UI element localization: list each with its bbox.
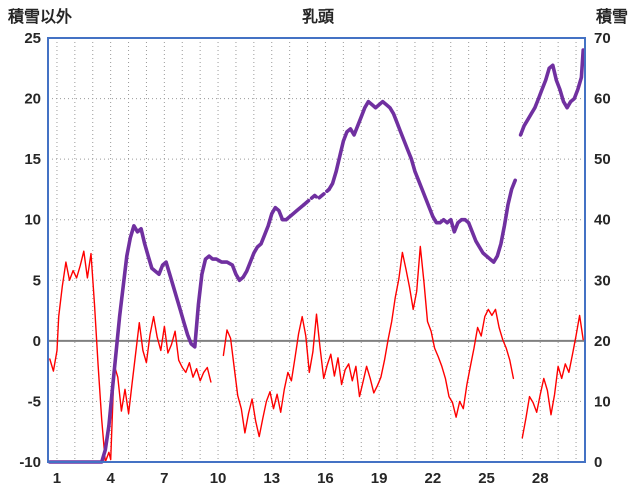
plot-area: -10 -5 0 5 10 15 20 25 0 10 20 30 40 50 60 70 1 4 7 10 13 16 1… (19, 30, 610, 487)
left-axis-tick-label: 10 (24, 212, 41, 229)
right-axis-title: 積雪 (595, 7, 628, 26)
plot-frame (47, 37, 586, 463)
x-axis-tick-label: 19 (371, 470, 388, 487)
x-axis-tick-label: 4 (106, 470, 115, 487)
right-axis-tick-label: 30 (594, 272, 611, 289)
left-axis-tick-label: 5 (33, 272, 41, 289)
left-axis-title: 積雪以外 (7, 7, 72, 26)
right-axis-tick-label: 0 (594, 454, 602, 471)
right-axis-tick-label: 20 (594, 333, 611, 350)
non-snow-series (49, 250, 212, 463)
right-axis-tick-label: 50 (594, 151, 611, 168)
chart-title: 乳頭 (302, 7, 335, 26)
x-axis-tick-label: 22 (425, 470, 442, 487)
right-axis-tick-label: 60 (594, 91, 611, 108)
x-axis-tick-label: 28 (532, 470, 549, 487)
x-axis-tick-label: 1 (53, 470, 61, 487)
x-axis-tick-label: 25 (478, 470, 495, 487)
left-axis-tick-label: 15 (24, 151, 41, 168)
snow-depth-series (518, 48, 586, 137)
left-axis-tick-label: 25 (24, 30, 41, 47)
snow-depth-series (327, 99, 518, 264)
left-axis-tick-label: -10 (19, 454, 41, 471)
snow-depth-series (47, 202, 306, 464)
x-axis-tick-label: 13 (263, 470, 280, 487)
right-axis-tick-label: 10 (594, 393, 611, 410)
left-axis-tick-label: -5 (28, 393, 41, 410)
right-axis-tick-label: 70 (594, 30, 611, 47)
left-axis-tick-label: 0 (33, 333, 41, 350)
non-snow-series (222, 245, 515, 438)
x-axis-tick-label: 7 (160, 470, 168, 487)
x-axis-tick-label: 10 (210, 470, 227, 487)
right-axis-tick-label: 40 (594, 212, 611, 229)
left-axis-tick-label: 20 (24, 91, 41, 108)
x-axis-tick-label: 16 (317, 470, 334, 487)
non-snow-series (521, 314, 584, 439)
snow-depth-series (302, 187, 331, 207)
